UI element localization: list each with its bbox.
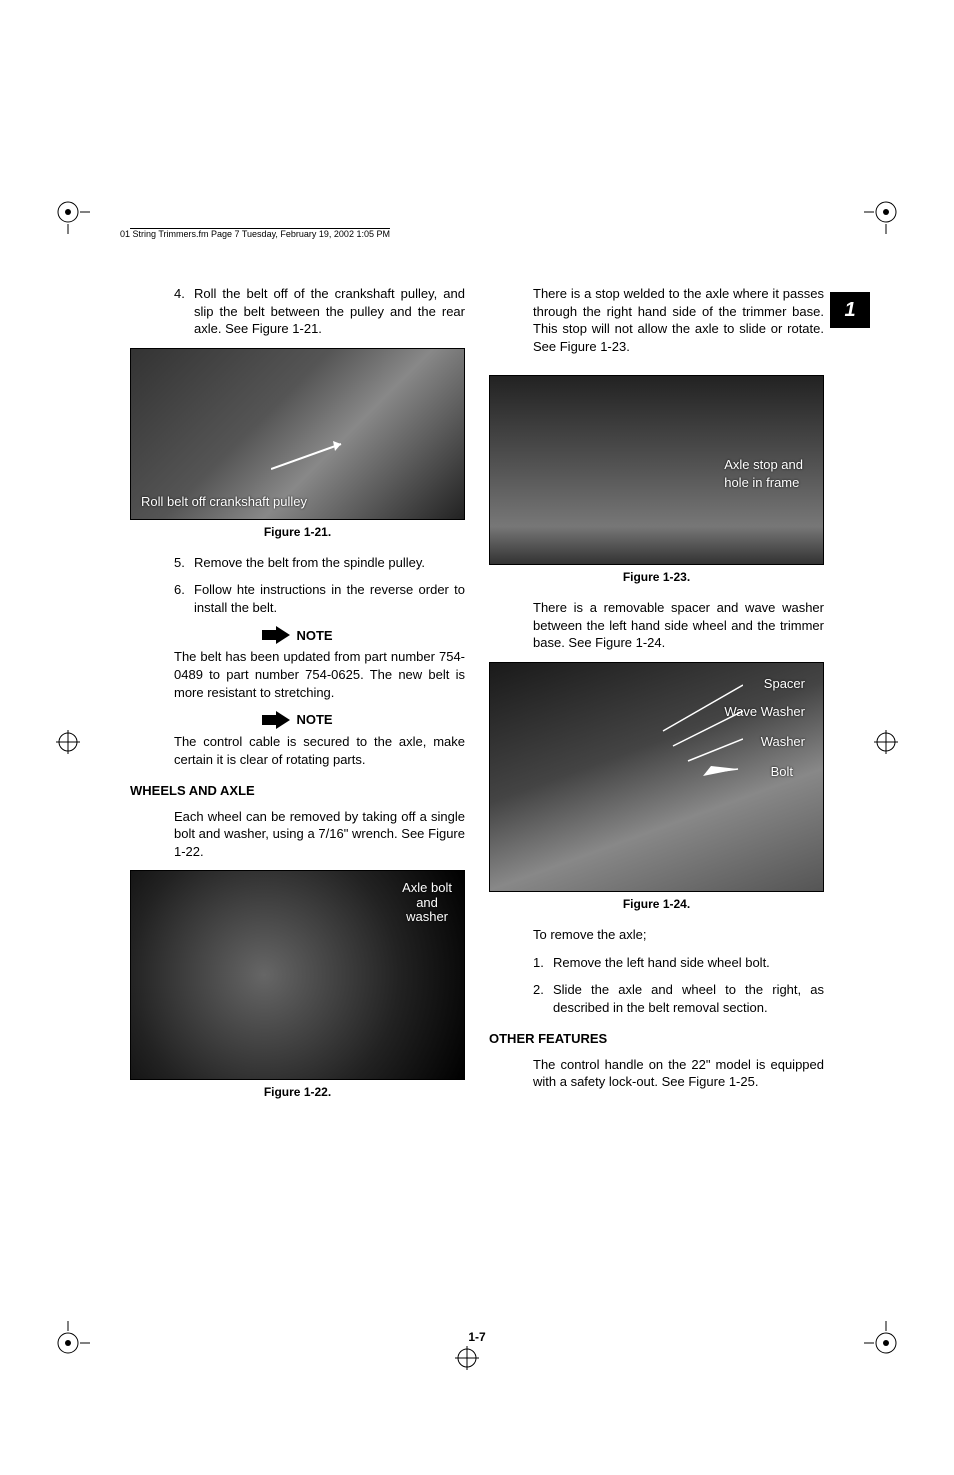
registration-bottom-icon (455, 1346, 479, 1375)
note-arrow-icon (262, 626, 290, 644)
figure-1-24-photo: Spacer Wave Washer Washer Bolt (489, 662, 824, 892)
fig23-overlay: Axle stop and hole in frame (724, 456, 803, 491)
step-4-text: Roll the belt off of the crankshaft pull… (194, 285, 465, 338)
note-2-header: NOTE (130, 711, 465, 729)
figure-1-22-photo: Axle bolt and washer (130, 870, 465, 1080)
note-1-label: NOTE (296, 627, 332, 645)
header-text: String Trimmers.fm Page 7 Tuesday, Febru… (130, 229, 390, 239)
left-column: 4. Roll the belt off of the crankshaft p… (130, 285, 465, 1345)
chapter-tab: 1 (830, 292, 870, 328)
right-para-3: To remove the axle; (489, 926, 824, 944)
fig21-overlay: Roll belt off crankshaft pulley (141, 493, 307, 511)
header-prefix: 01 (120, 229, 130, 239)
page: 01 String Trimmers.fm Page 7 Tuesday, Fe… (0, 0, 954, 1475)
step-5-num: 5. (174, 554, 194, 572)
figure-1-23-photo: Axle stop and hole in frame (489, 375, 824, 565)
fig24-label-spacer: Spacer (764, 675, 805, 693)
note-arrow-icon (262, 711, 290, 729)
fig23-overlay-1: Axle stop and (724, 457, 803, 472)
axle-step-2: 2. Slide the axle and wheel to the right… (489, 981, 824, 1016)
right-para-1: There is a stop welded to the axle where… (489, 285, 824, 355)
step-5: 5. Remove the belt from the spindle pull… (130, 554, 465, 572)
axle-step-2-num: 2. (533, 981, 553, 1016)
figure-1-21-photo: Roll belt off crankshaft pulley (130, 348, 465, 520)
note-1-text: The belt has been updated from part numb… (130, 648, 465, 701)
fig21-caption: Figure 1-21. (130, 524, 465, 540)
crop-mark-tl (56, 200, 90, 234)
fig23-overlay-2: hole in frame (724, 475, 799, 490)
chapter-number: 1 (844, 297, 855, 324)
section-wheels-axle: WHEELS AND AXLE (130, 782, 465, 800)
fig24-label-bolt: Bolt (771, 763, 793, 781)
fig22-overlay-2: and (416, 895, 438, 910)
step-6: 6. Follow hte instructions in the revers… (130, 581, 465, 616)
step-5-text: Remove the belt from the spindle pulley. (194, 554, 465, 572)
callout-lines-icon (633, 681, 743, 791)
fig22-overlay: Axle bolt and washer (402, 881, 452, 924)
wheels-axle-para: Each wheel can be removed by taking off … (130, 808, 465, 861)
right-para-2: There is a removable spacer and wave was… (489, 599, 824, 652)
page-number: 1-7 (0, 1329, 954, 1345)
fig23-caption: Figure 1-23. (489, 569, 824, 585)
arrow-icon (271, 439, 361, 479)
registration-left-icon (56, 730, 80, 759)
axle-step-1-num: 1. (533, 954, 553, 972)
step-4: 4. Roll the belt off of the crankshaft p… (130, 285, 465, 338)
right-column: There is a stop welded to the axle where… (489, 285, 824, 1345)
axle-step-1-text: Remove the left hand side wheel bolt. (553, 954, 824, 972)
fig22-caption: Figure 1-22. (130, 1084, 465, 1100)
step-6-text: Follow hte instructions in the reverse o… (194, 581, 465, 616)
axle-step-2-text: Slide the axle and wheel to the right, a… (553, 981, 824, 1016)
axle-step-1: 1. Remove the left hand side wheel bolt. (489, 954, 824, 972)
fig22-overlay-3: washer (406, 909, 448, 924)
step-4-num: 4. (174, 285, 194, 338)
note-2-label: NOTE (296, 711, 332, 729)
note-2-text: The control cable is secured to the axle… (130, 733, 465, 768)
crop-mark-tr (864, 200, 898, 234)
note-1-header: NOTE (130, 626, 465, 644)
other-features-para: The control handle on the 22" model is e… (489, 1056, 824, 1091)
fig24-label-washer: Washer (761, 733, 805, 751)
fig22-overlay-1: Axle bolt (402, 880, 452, 895)
section-other-features: OTHER FEATURES (489, 1030, 824, 1048)
content-columns: 4. Roll the belt off of the crankshaft p… (130, 285, 824, 1345)
registration-right-icon (874, 730, 898, 759)
step-6-num: 6. (174, 581, 194, 616)
fig24-caption: Figure 1-24. (489, 896, 824, 912)
print-header: 01 String Trimmers.fm Page 7 Tuesday, Fe… (120, 228, 390, 240)
